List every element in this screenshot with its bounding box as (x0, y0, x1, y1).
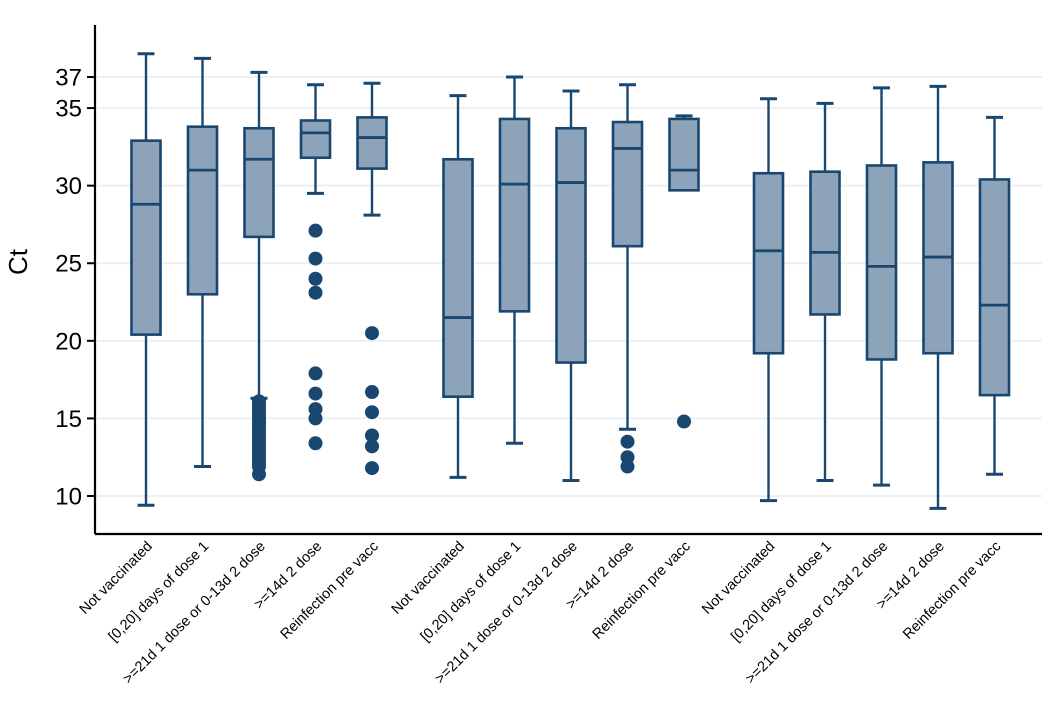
box-group-3-5 (978, 178, 1011, 397)
x-category-label: [0,20] days of dose 1 (728, 539, 835, 646)
y-axis-title: Ct (3, 248, 33, 275)
box-group-2-1 (442, 157, 474, 398)
outlier-dot (308, 436, 323, 451)
outlier-dot (308, 251, 323, 266)
outlier-dot (365, 461, 379, 476)
y-tick-label: 20 (55, 328, 82, 355)
outlier-dot (308, 285, 323, 300)
box-group-2-3 (555, 126, 587, 364)
box-group-1-4 (299, 119, 332, 160)
outlier-dot (308, 411, 323, 426)
outlier-dot (308, 386, 323, 401)
outlier-dot (365, 326, 379, 341)
outlier-dot (308, 271, 323, 286)
box-group-3-2 (809, 170, 841, 316)
outlier-dot (252, 467, 266, 482)
box-group-3-3 (865, 164, 898, 361)
outlier-dot (365, 439, 379, 454)
outlier-dot (365, 385, 379, 400)
outlier-dot (308, 366, 323, 381)
x-category-label: Reinfection pre vacc (900, 539, 1004, 643)
y-tick-label: 15 (55, 406, 82, 433)
x-category-label: [0,20] days of dose 1 (418, 539, 525, 646)
x-category-label: Reinfection pre vacc (590, 539, 694, 643)
box-group-1-5 (356, 116, 388, 170)
outlier-dot (365, 428, 379, 443)
box-group-2-5 (668, 117, 700, 192)
outlier-dot (620, 434, 635, 449)
outlier-dot (365, 405, 379, 420)
box-group-3-1 (752, 171, 785, 355)
y-tick-label: 30 (55, 173, 82, 200)
box-group-2-2 (498, 117, 531, 313)
x-category-label: Reinfection pre vacc (278, 539, 382, 643)
outlier-dot (620, 459, 635, 474)
box-group-2-4 (611, 120, 644, 248)
outlier-dot (677, 414, 691, 429)
y-tick-label: 35 (55, 96, 82, 123)
y-tick-label: 25 (55, 251, 82, 278)
x-category-label: [0,20] days of dose 1 (106, 539, 213, 646)
box-group-1-2 (186, 125, 219, 296)
y-tick-label: 37 (55, 65, 82, 92)
box-group-1-3 (243, 126, 275, 239)
box-group-1-1 (130, 139, 162, 336)
y-tick-label: 10 (55, 484, 82, 511)
outlier-dot (308, 223, 323, 238)
